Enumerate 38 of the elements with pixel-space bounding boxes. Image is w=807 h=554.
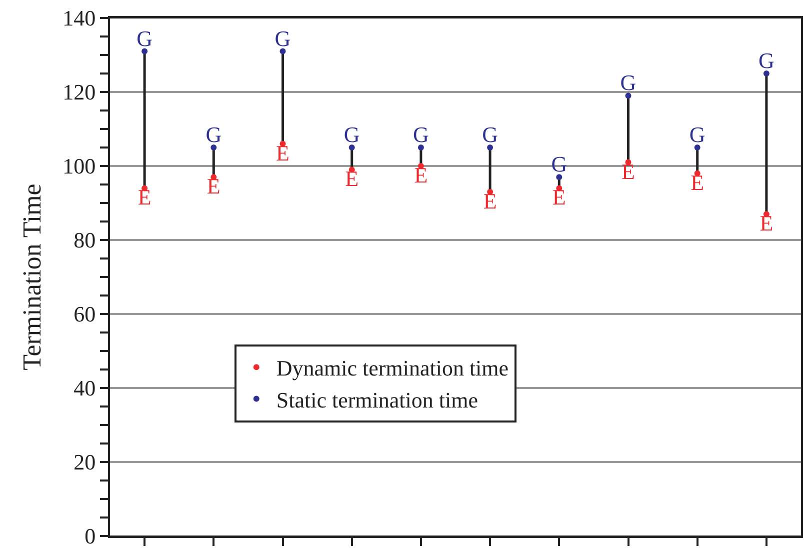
data-label: E	[414, 162, 428, 188]
point	[625, 92, 632, 99]
y-tick-label: 60	[74, 302, 96, 327]
legend-label: Dynamic termination time	[276, 356, 509, 381]
data-label: E	[483, 188, 497, 214]
data-label: E	[276, 140, 290, 166]
point	[348, 144, 355, 150]
y-tick-label: 40	[74, 376, 96, 401]
data-label: G	[136, 26, 153, 51]
y-tick-label: 20	[74, 450, 96, 475]
y-tick-label: 140	[62, 6, 96, 31]
data-label: E	[552, 184, 566, 210]
point	[280, 48, 286, 54]
y-tick-label: 80	[74, 228, 96, 253]
data-label: G	[344, 122, 360, 147]
data-label: G	[620, 70, 636, 96]
point	[487, 144, 494, 150]
legend-label: Static termination time	[276, 387, 478, 412]
data-label: G	[206, 122, 222, 147]
data-label: E	[760, 210, 774, 236]
data-label: G	[482, 122, 498, 147]
point	[142, 48, 148, 54]
data-label: E	[345, 166, 359, 192]
data-label: G	[413, 122, 430, 147]
data-label: G	[758, 48, 775, 73]
y-axis-title: Termination Time	[18, 184, 46, 370]
data-label: E	[206, 174, 220, 199]
y-tick-label: 0	[84, 524, 96, 549]
data-label: G	[689, 122, 706, 147]
point	[694, 144, 700, 150]
point	[418, 144, 424, 150]
data-label: E	[622, 158, 635, 184]
y-tick-label: 120	[62, 80, 96, 105]
point	[763, 70, 770, 76]
data-label: G	[274, 26, 291, 51]
data-label: E	[690, 170, 704, 195]
y-tick-label: 100	[62, 154, 96, 179]
point	[210, 144, 217, 150]
